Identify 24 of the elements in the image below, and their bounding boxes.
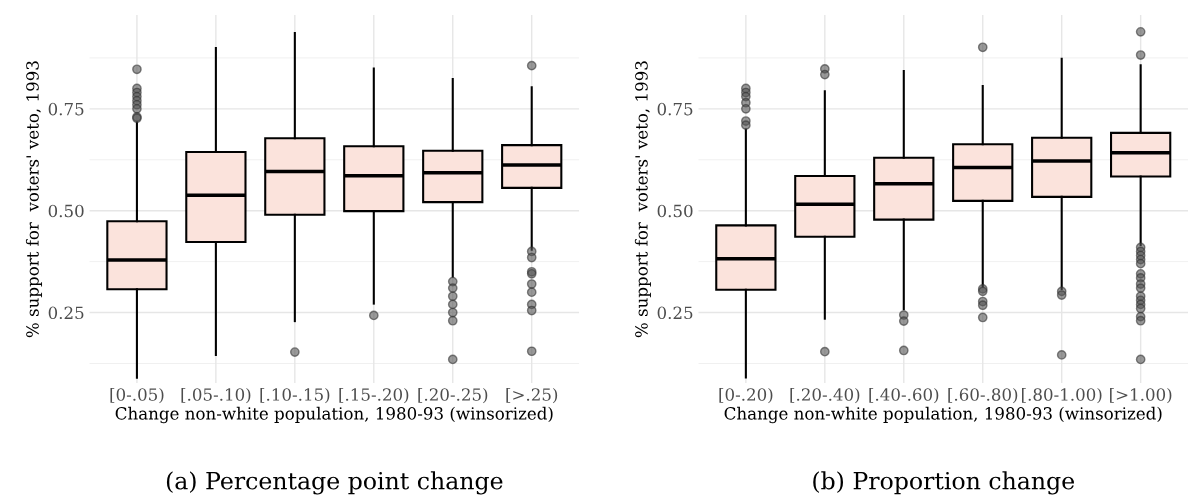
x-tick-label: [.05-.10) xyxy=(181,387,251,404)
x-tick-label: [0-.05) xyxy=(110,387,164,404)
x-tick-label: [.10-.15) xyxy=(260,387,330,404)
x-tick-label: [.20-.25) xyxy=(418,387,488,404)
text: (a) Percentage point change xyxy=(166,471,503,495)
y-tick-label: 0.25 xyxy=(48,306,84,320)
y-tick-label: 0.75 xyxy=(48,102,84,116)
y-tick-label: 0.50 xyxy=(657,204,693,218)
x-tick-label: [0-.20) xyxy=(719,387,773,404)
y-axis-title: % support for voters' veto, 1993 xyxy=(25,61,43,338)
text: (b) Proportion change xyxy=(813,471,1074,495)
x-tick-label: [.20-.40) xyxy=(790,387,860,404)
y-axis-title: % support for voters' veto, 1993 xyxy=(634,61,651,338)
x-tick-label: [.40-.60) xyxy=(869,387,939,404)
x-tick-label: [.80-1.00) xyxy=(1022,387,1102,404)
x-axis-title: Change non-white population, 1980-93 (winsorized) xyxy=(115,406,553,424)
x-tick-label: [.15-.20) xyxy=(339,387,409,404)
y-tick-label: 0.50 xyxy=(48,204,84,218)
x-tick-label: [.60-.80) xyxy=(948,387,1018,404)
x-tick-label: [>1.00) xyxy=(1110,387,1172,404)
x-tick-label: [>.25) xyxy=(506,387,558,404)
x-axis-title: Change non-white population, 1980-93 (winsorized) xyxy=(724,406,1162,424)
y-tick-label: 0.75 xyxy=(657,102,693,116)
y-tick-label: 0.25 xyxy=(657,306,693,320)
